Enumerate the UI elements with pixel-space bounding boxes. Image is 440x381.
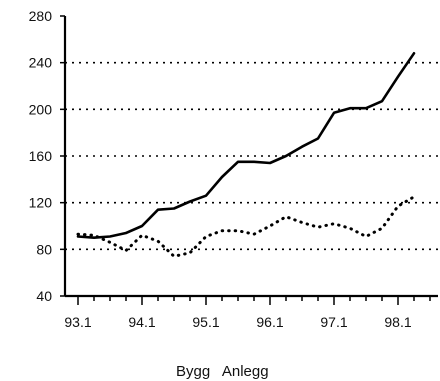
- x-tick-label: 96.1: [256, 314, 283, 330]
- y-tick-label: 200: [29, 101, 53, 117]
- x-tick-label: 93.1: [64, 314, 91, 330]
- axes: [63, 16, 438, 298]
- x-tick-label: 98.1: [384, 314, 411, 330]
- y-tick-label: 240: [29, 55, 53, 71]
- legend-label: Bygg Anlegg: [176, 363, 269, 380]
- y-tick-label: 120: [29, 195, 53, 211]
- series-line-solid: [76, 51, 416, 239]
- y-tick-label: 40: [36, 288, 52, 304]
- series: [76, 51, 416, 258]
- x-tick-label: 95.1: [192, 314, 219, 330]
- x-tick-label: 97.1: [320, 314, 347, 330]
- series-line-dotted: [76, 195, 416, 258]
- x-tick-label: 94.1: [128, 314, 155, 330]
- y-tick-label: 280: [29, 8, 53, 24]
- y-tick-label: 160: [29, 148, 53, 164]
- y-ticks: 40 80 120 160 200 240 280: [29, 8, 65, 304]
- y-tick-label: 80: [36, 241, 52, 257]
- gridlines: [65, 61, 438, 251]
- x-ticks: 93.1 94.1 95.1 96.1 97.1 98.1: [64, 296, 431, 330]
